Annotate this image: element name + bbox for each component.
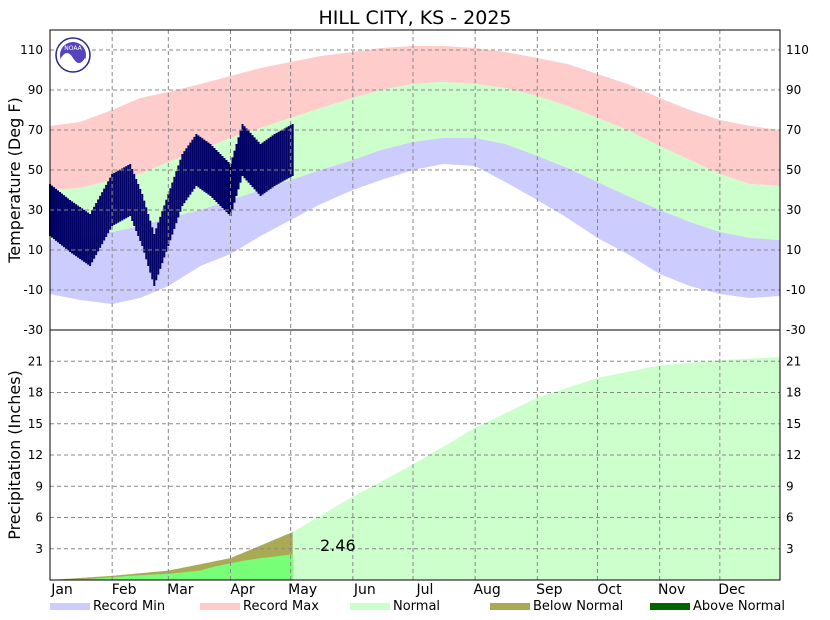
temperature-panel [49,46,780,304]
temp-ytick-right: 50 [786,163,801,177]
month-label: Jun [353,582,376,598]
temp-ytick-right: -30 [786,323,806,337]
precip-ylabel: Precipitation (Inches) [5,370,24,540]
temp-ytick-right: 10 [786,243,801,257]
precip-ytick-left: 12 [28,448,43,462]
noaa-logo-text: NOAA [64,45,82,52]
legend-swatch [490,603,530,610]
legend-label: Record Min [93,599,165,614]
temp-ytick-right: 110 [786,43,809,57]
month-label: Nov [658,582,685,598]
month-label: Jan [50,582,73,598]
legend-swatch [50,603,90,610]
precip-ytick-left: 6 [35,511,43,525]
temp-ytick-left: -10 [23,283,43,297]
legend-label: Below Normal [533,599,623,614]
temp-ytick-left: 50 [28,163,43,177]
temp-ytick-left: -30 [23,323,43,337]
temp-ytick-left: 30 [28,203,43,217]
legend-swatch [200,603,240,610]
temp-ytick-right: 90 [786,83,801,97]
month-label: Oct [597,582,622,598]
precipitation-panel [50,357,780,580]
month-label: Feb [112,582,137,598]
temp-ylabel: Temperature (Deg F) [5,97,24,264]
temp-ytick-left: 70 [28,123,43,137]
precip-normal-area [50,357,780,580]
temp-ytick-left: 90 [28,83,43,97]
noaa-logo-wave [61,53,85,70]
month-label: May [288,582,317,598]
month-label: Sep [536,582,563,598]
precip-ytick-right: 9 [786,479,794,493]
legend-label: Above Normal [693,599,785,614]
precip-ytick-left: 21 [28,354,43,368]
precip-ytick-right: 6 [786,511,794,525]
precip-ytick-right: 15 [786,417,801,431]
legend-label: Normal [393,599,440,614]
temp-ytick-right: 30 [786,203,801,217]
precip-ytick-right: 21 [786,354,801,368]
precip-frame [49,329,781,581]
legend-label: Record Max [243,599,319,614]
precip-ytick-left: 3 [35,542,43,556]
temp-ytick-left: 10 [28,243,43,257]
legend: Record Min Record Max Normal Below Normal Ab… [50,599,785,614]
precip-ytick-left: 9 [35,479,43,493]
month-label: Mar [167,582,194,598]
noaa-logo-icon: NOAA [55,37,91,73]
precip-ytick-left: 15 [28,417,43,431]
temp-ytick-left: 110 [20,43,43,57]
precip-ytick-right: 12 [786,448,801,462]
legend-swatch [350,603,390,610]
precip-ytick-right: 3 [786,542,794,556]
precip-ytick-left: 18 [28,386,43,400]
month-label: Apr [230,582,254,598]
month-label: Aug [473,582,500,598]
record-min-band [50,138,780,304]
temp-ytick-right: 70 [786,123,801,137]
precip-observed-label: 2.46 [320,536,356,555]
temp-ytick-right: -10 [786,283,806,297]
month-label: Dec [718,582,745,598]
chart-title: HILL CITY, KS - 2025 [318,7,511,29]
chart-overlay: -30 -30 -10 -10 10 10 30 30 50 50 70 70 90 90 110 110 3 3… [5,7,809,598]
precip-observed-area [50,554,293,580]
legend-swatch [650,603,690,610]
precip-ytick-right: 18 [786,386,801,400]
month-label: Jul [416,582,434,598]
